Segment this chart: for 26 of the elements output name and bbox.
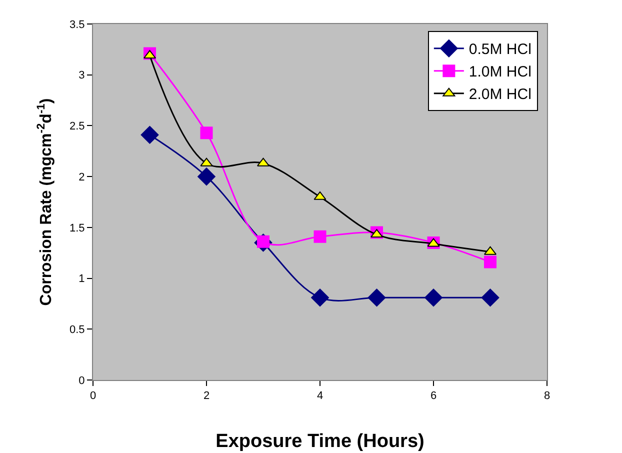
x-tick-label: 0 (90, 390, 96, 402)
y-tick-label: 1 (78, 273, 85, 286)
legend-label: 1.0M HCl (468, 64, 532, 81)
point (424, 288, 442, 307)
x-tick-label: 8 (544, 390, 550, 402)
y-tick-label: 3.5 (70, 18, 85, 31)
point (368, 288, 386, 307)
y-tick-label: 3 (78, 70, 85, 82)
y-tick-label: 2.5 (70, 120, 85, 133)
point (484, 256, 496, 268)
y-tick-label: 2 (78, 171, 85, 184)
point (200, 126, 213, 140)
x-tick-label: 4 (316, 390, 324, 402)
x-axis-title: Exposure Time (Hours) (216, 431, 424, 452)
x-tick-label: 2 (203, 390, 210, 402)
point (481, 288, 500, 307)
point (140, 126, 159, 144)
y-tick-label: 1.5 (70, 222, 85, 234)
y-tick-label: 0 (78, 374, 85, 387)
point (198, 168, 216, 186)
legend-label: 0.5M HCl (468, 41, 532, 58)
point (314, 230, 326, 243)
x-tick-label: 6 (430, 390, 437, 402)
point (311, 288, 329, 307)
legend-label: 2.0M HCl (468, 86, 532, 104)
y-tick-label: 0.5 (70, 324, 85, 336)
